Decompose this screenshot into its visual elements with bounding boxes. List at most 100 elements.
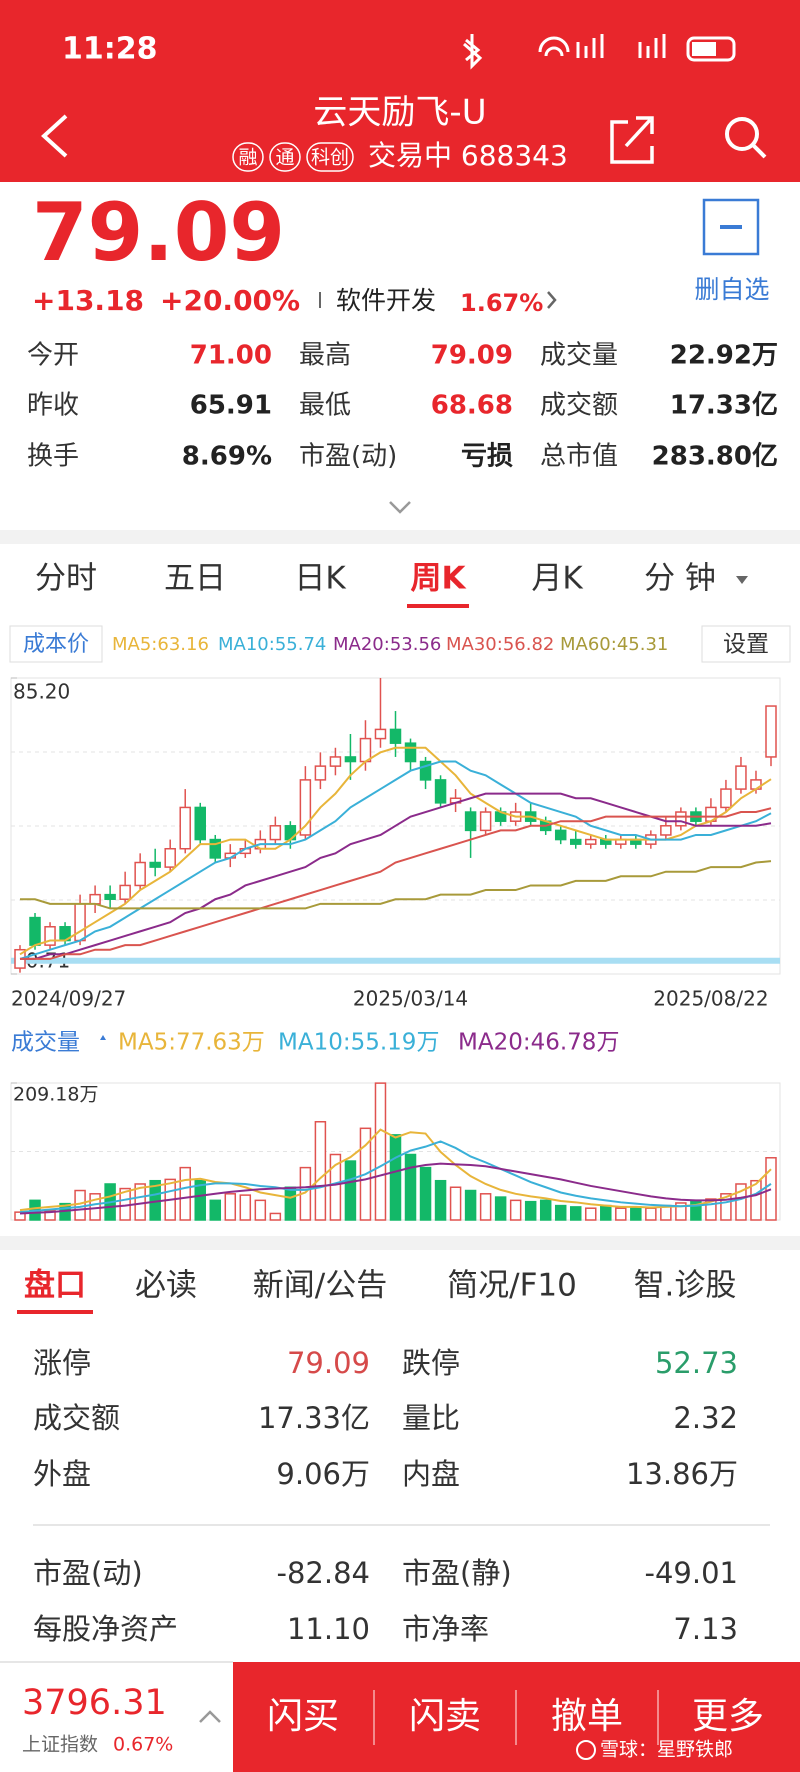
candle-body — [660, 825, 672, 836]
stat-value: 68.68 — [431, 391, 513, 421]
info-tab[interactable]: 智.诊股 — [634, 1268, 737, 1304]
candle-body — [479, 811, 492, 832]
info-tab[interactable]: 必读 — [135, 1268, 197, 1304]
volume-bar — [314, 1121, 327, 1221]
active-tab-underline — [407, 604, 469, 608]
candle-body — [149, 861, 161, 868]
info-tab[interactable]: 盘口 — [24, 1268, 86, 1304]
ma-line — [20, 792, 772, 960]
info-value: 9.06万 — [276, 1457, 370, 1491]
index-chevron[interactable] — [199, 1710, 221, 1723]
volume-bar — [374, 1082, 387, 1221]
info-tab[interactable]: 简况/F10 — [447, 1268, 577, 1304]
stock-title: 云天励飞-U — [313, 93, 486, 133]
header-background — [0, 0, 800, 182]
info-value: 2.32 — [673, 1401, 738, 1435]
candle-body — [209, 838, 222, 859]
period-tab[interactable]: 分时 — [35, 561, 97, 597]
stat-value: 283.80亿 — [652, 442, 778, 472]
badge: 通 — [275, 147, 294, 169]
volume-bar — [675, 1202, 687, 1221]
badge-frame — [306, 142, 354, 172]
sector[interactable]: 软件开发 — [336, 286, 436, 315]
y-tick-label: 209.18万 — [13, 1084, 98, 1106]
info-value: -82.84 — [277, 1556, 371, 1590]
volume-bar — [705, 1198, 717, 1221]
action-button[interactable]: 撤单 — [551, 1696, 623, 1737]
info-value: 17.33亿 — [258, 1401, 370, 1435]
action-button[interactable]: 闪买 — [267, 1696, 339, 1737]
action-dividers — [373, 1690, 659, 1745]
back-button[interactable] — [41, 114, 68, 158]
period-tab[interactable]: 分 钟 — [644, 561, 716, 597]
volume-bar — [224, 1193, 237, 1221]
volume-bar — [284, 1186, 297, 1221]
period-tab[interactable]: 日K — [294, 561, 346, 597]
info-label: 市盈(静) — [402, 1556, 512, 1590]
candle-body — [74, 903, 86, 942]
period-tab[interactable]: 月K — [531, 561, 583, 597]
stat-label: 今开 — [27, 341, 79, 371]
volume-bar — [569, 1206, 582, 1221]
candle-body — [585, 838, 597, 845]
share-button[interactable] — [610, 116, 654, 164]
volume-bar — [765, 1157, 777, 1221]
stat-label: 换手 — [27, 442, 79, 472]
watchlist-button[interactable] — [702, 198, 760, 256]
volume-bar — [524, 1200, 537, 1221]
index-name: 上证指数 — [22, 1734, 98, 1756]
volume-ma-legend: MA20:46.78万 — [458, 1030, 619, 1056]
dropdown-arrow — [736, 576, 748, 584]
candle-body — [344, 756, 357, 763]
candle-body — [269, 825, 282, 841]
candle-body — [419, 760, 432, 781]
volume-bar — [464, 1189, 477, 1221]
expand-chevron[interactable] — [389, 501, 411, 514]
ma-line — [20, 860, 772, 910]
volume-title[interactable]: 成交量 — [11, 1030, 80, 1056]
stat-value: 79.09 — [431, 341, 513, 371]
info-label: 每股净资产 — [33, 1612, 178, 1646]
watermark: 雪球：星野铁郎 — [600, 1739, 733, 1761]
info-value: 7.13 — [673, 1612, 738, 1646]
volume-bar — [494, 1196, 507, 1221]
action-button[interactable]: 更多 — [692, 1696, 764, 1737]
volume-bar — [434, 1179, 447, 1221]
info-label: 涨停 — [33, 1346, 91, 1380]
watchlist-label[interactable]: 删自选 — [694, 275, 769, 304]
info-label: 市净率 — [402, 1612, 489, 1646]
x-tick-label: 2025/03/14 — [353, 987, 468, 1011]
cost-label[interactable]: 成本价 — [23, 632, 89, 657]
badge: 科创 — [311, 147, 349, 169]
settings-label[interactable]: 设置 — [723, 632, 769, 658]
stat-value: 71.00 — [190, 341, 272, 371]
volume-bar — [419, 1166, 432, 1221]
action-button[interactable]: 闪卖 — [409, 1696, 481, 1737]
candle-body — [554, 829, 567, 841]
period-tab[interactable]: 周K — [410, 561, 466, 597]
candle-body — [359, 737, 372, 763]
volume-bar — [720, 1193, 732, 1221]
stat-value: 亏损 — [461, 442, 513, 472]
period-tab[interactable]: 五日 — [164, 561, 226, 597]
stat-value: 65.91 — [190, 391, 272, 421]
search-button[interactable] — [725, 117, 767, 159]
settings-box[interactable] — [701, 625, 791, 663]
volume-bar — [239, 1194, 252, 1221]
candle-body — [374, 728, 387, 740]
cost-box[interactable] — [9, 625, 103, 663]
index-value: 3796.31 — [22, 1683, 167, 1723]
volume-ma-legend: MA5:77.63万 — [118, 1030, 265, 1056]
candle-body — [675, 811, 687, 827]
candle-body — [29, 916, 41, 946]
info-value: 13.86万 — [626, 1457, 738, 1491]
volume-bar — [509, 1199, 522, 1221]
stat-label: 最低 — [299, 391, 351, 421]
info-tab[interactable]: 新闻/公告 — [253, 1268, 387, 1304]
stat-label: 成交量 — [540, 341, 618, 371]
badge-frame — [232, 142, 264, 172]
index-change: 0.67% — [113, 1734, 173, 1756]
watermark-logo — [576, 1740, 596, 1760]
price: 79.09 — [32, 186, 285, 279]
